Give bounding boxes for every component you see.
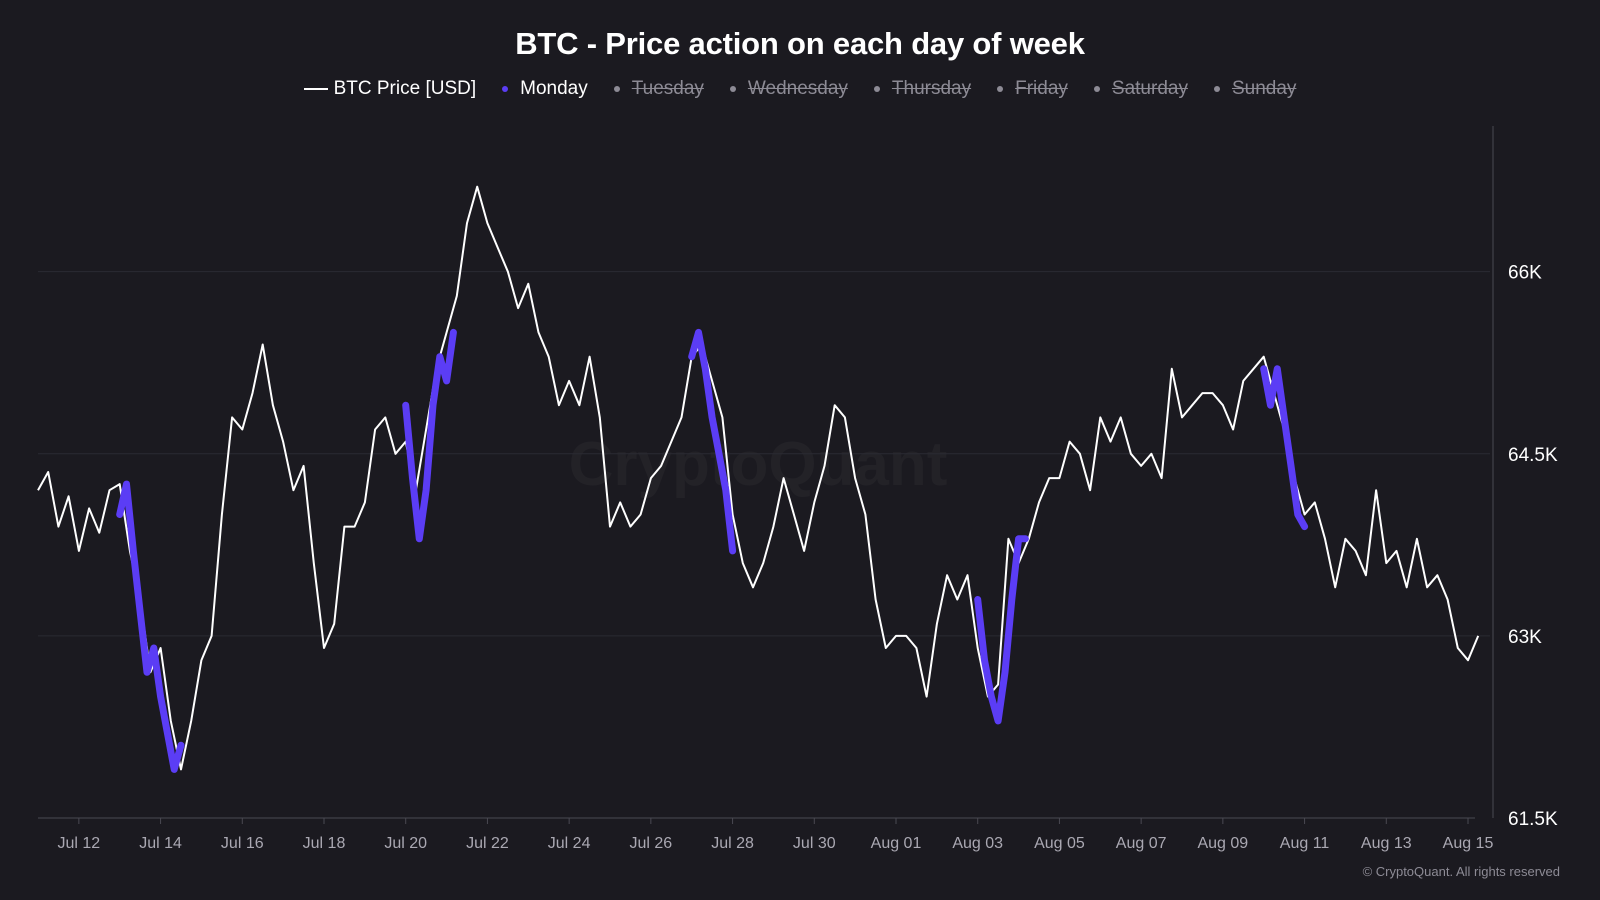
axes bbox=[38, 126, 1494, 824]
legend-dot-icon bbox=[1093, 86, 1100, 92]
watermark-text: CryptoQuant bbox=[569, 430, 948, 499]
x-tick-label: Jul 16 bbox=[221, 835, 264, 852]
monday-segment bbox=[116, 480, 185, 773]
monday-segment bbox=[402, 328, 457, 543]
legend-dot-icon bbox=[997, 86, 1004, 92]
legend-item-btc-price[interactable]: BTC Price [USD] bbox=[303, 78, 477, 100]
legend-dot-icon bbox=[613, 86, 620, 92]
legend-label: BTC Price [USD] bbox=[333, 78, 477, 99]
legend-item-thursday[interactable]: Thursday bbox=[873, 78, 972, 100]
legend-line-icon bbox=[303, 88, 328, 90]
y-tick-label: 61.5K bbox=[1508, 809, 1558, 830]
legend-label: Monday bbox=[520, 78, 588, 99]
x-tick-label: Aug 07 bbox=[1116, 835, 1167, 852]
x-tick-label: Jul 28 bbox=[711, 835, 754, 852]
legend: BTC Price [USD] Monday Tuesday Wednesday… bbox=[0, 78, 1600, 100]
x-tick-label: Jul 18 bbox=[303, 835, 346, 852]
x-tick-label: Jul 24 bbox=[548, 835, 591, 852]
y-tick-label: 66K bbox=[1508, 263, 1542, 284]
legend-item-monday[interactable]: Monday bbox=[502, 78, 588, 100]
tick-labels: 61.5K 63K 64.5K 66K Jul 12 Jul 14 Jul 16 Jul 18… bbox=[58, 263, 1558, 852]
x-tick-label: Aug 01 bbox=[871, 835, 922, 852]
series bbox=[37, 185, 1480, 773]
legend-dot-icon bbox=[873, 86, 880, 92]
x-tick-label: Aug 15 bbox=[1443, 835, 1494, 852]
legend-item-saturday[interactable]: Saturday bbox=[1093, 78, 1188, 100]
legend-label: Tuesday bbox=[631, 78, 704, 99]
x-tick-label: Jul 22 bbox=[466, 835, 509, 852]
legend-label: Wednesday bbox=[747, 78, 848, 99]
gridlines bbox=[38, 271, 1490, 637]
x-tick-label: Aug 05 bbox=[1034, 835, 1085, 852]
chart-title: BTC - Price action on each day of week bbox=[515, 26, 1085, 61]
x-tick-label: Jul 12 bbox=[58, 835, 101, 852]
monday-segment bbox=[1260, 365, 1309, 531]
legend-label: Friday bbox=[1015, 78, 1068, 99]
legend-item-sunday[interactable]: Sunday bbox=[1213, 78, 1297, 100]
x-tick-label: Jul 20 bbox=[384, 835, 427, 852]
legend-label: Thursday bbox=[891, 78, 972, 99]
x-tick-label: Aug 11 bbox=[1280, 835, 1330, 852]
btc-price-line bbox=[37, 185, 1480, 771]
legend-label: Sunday bbox=[1231, 78, 1297, 99]
legend-label: Saturday bbox=[1111, 78, 1188, 99]
legend-item-wednesday[interactable]: Wednesday bbox=[729, 78, 848, 100]
legend-dot-icon bbox=[729, 86, 736, 92]
x-tick-label: Aug 03 bbox=[952, 835, 1003, 852]
monday-segment bbox=[688, 328, 737, 555]
x-tick-label: Jul 30 bbox=[793, 835, 836, 852]
legend-dot-icon bbox=[1213, 86, 1220, 92]
monday-segment bbox=[974, 535, 1029, 725]
legend-item-tuesday[interactable]: Tuesday bbox=[613, 78, 704, 100]
x-tick-label: Aug 09 bbox=[1197, 835, 1248, 852]
copyright-credit: © CryptoQuant. All rights reserved bbox=[1362, 864, 1560, 879]
x-tick-label: Jul 26 bbox=[630, 835, 673, 852]
legend-item-friday[interactable]: Friday bbox=[997, 78, 1068, 100]
y-tick-label: 64.5K bbox=[1508, 445, 1558, 466]
x-tick-label: Jul 14 bbox=[139, 835, 182, 852]
legend-dot-icon bbox=[502, 86, 509, 92]
y-tick-label: 63K bbox=[1508, 627, 1542, 648]
x-tick-label: Aug 13 bbox=[1361, 835, 1412, 852]
